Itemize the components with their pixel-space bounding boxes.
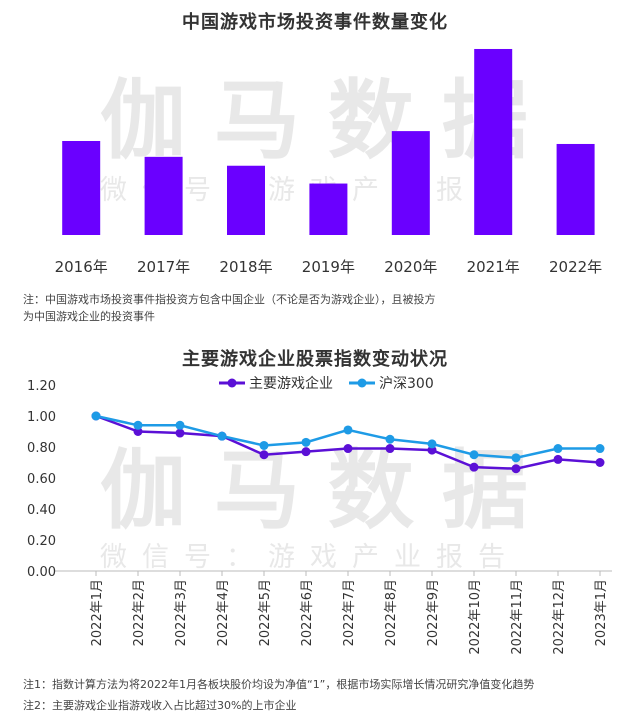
legend-label-series-2: 沪深300 xyxy=(379,376,434,392)
series-2-point-4 xyxy=(217,431,227,441)
line-chart-title: 主要游戏企业股票指数变动状况 xyxy=(182,349,448,370)
series-1-point-9 xyxy=(427,445,437,455)
x-tick-label-5: 2022年5月 xyxy=(258,579,273,646)
bar-5 xyxy=(391,131,430,235)
series-2-point-5 xyxy=(259,440,269,450)
legend-item-series-1: 主要游戏企业 xyxy=(219,373,333,393)
series-1-point-11 xyxy=(511,464,521,474)
y-tick-label-6: 0.20 xyxy=(27,534,56,549)
line-chart: 1.20 1.00 0.80 0.60 0.40 0.20 0.00 2022年1月 2022年… xyxy=(27,379,612,655)
legend-item-series-2: 沪深300 xyxy=(349,373,434,393)
series-2-point-3 xyxy=(175,420,185,430)
x-tick-label-4: 2022年4月 xyxy=(216,579,231,646)
x-tick-label-13: 2023年1月 xyxy=(594,579,609,646)
series-2-point-12 xyxy=(553,444,563,454)
bar-chart-note-line-2: 为中国游戏企业的投资事件 xyxy=(23,310,155,323)
series-1-point-3 xyxy=(175,428,185,438)
series-2-point-13 xyxy=(595,444,605,454)
series-2-point-2 xyxy=(133,420,143,430)
legend-swatch-series-2 xyxy=(349,378,375,388)
series-line-1 xyxy=(95,414,601,470)
line-chart-legend: 主要游戏企业 沪深300 xyxy=(219,373,444,393)
series-1-point-6 xyxy=(301,447,311,457)
x-tick-label-7: 2022年7月 xyxy=(342,579,357,646)
y-tick-label-1: 1.20 xyxy=(27,379,56,394)
series-2-point-8 xyxy=(385,434,395,444)
legend-label-series-1: 主要游戏企业 xyxy=(249,376,333,392)
bar-7 xyxy=(556,143,595,235)
bar-1 xyxy=(62,141,101,235)
watermark-main-2: 伽马数据 xyxy=(100,441,556,541)
series-2-point-10 xyxy=(469,450,479,460)
series-1-point-8 xyxy=(385,444,395,454)
series-1-point-7 xyxy=(343,444,353,454)
series-2-point-9 xyxy=(427,439,437,449)
line-chart-note-2: 注2：主要游戏企业指游戏收入占比超过30%的上市企业 xyxy=(23,699,297,712)
bar-x-tick-label-3: 2018年 xyxy=(219,258,272,276)
x-tick-label-12: 2022年12月 xyxy=(552,579,567,655)
x-tick-label-2: 2022年2月 xyxy=(132,579,147,646)
bar-x-tick-label-4: 2019年 xyxy=(302,258,355,276)
series-1-point-13 xyxy=(595,458,605,467)
series-1-point-12 xyxy=(553,454,563,464)
y-tick-label-3: 0.80 xyxy=(27,441,56,456)
x-tick-label-11: 2022年11月 xyxy=(510,579,525,655)
series-2-point-11 xyxy=(511,453,521,463)
series-2-point-7 xyxy=(343,425,353,435)
series-2-point-6 xyxy=(301,437,311,447)
x-tick-label-8: 2022年8月 xyxy=(384,579,399,646)
series-1-point-5 xyxy=(259,450,269,460)
bar-2 xyxy=(144,156,183,235)
line-chart-note-1: 注1：指数计算方法为将2022年1月各板块股价均设为净值“1”，根据市场实际增长… xyxy=(23,678,535,691)
series-1-point-2 xyxy=(133,427,143,436)
y-tick-label-5: 0.40 xyxy=(27,503,56,518)
bar-chart-note-line-1: 注：中国游戏市场投资事件指投资方包含中国企业（不论是否为游戏企业），且被投方 xyxy=(23,293,436,306)
bar-x-tick-label-7: 2022年 xyxy=(549,258,602,276)
watermark-sub-2: 微信号：游戏产业报告 xyxy=(100,542,520,573)
bar-x-tick-label-1: 2016年 xyxy=(55,258,108,276)
x-tick-label-6: 2022年6月 xyxy=(300,579,315,646)
bar-x-tick-label-5: 2020年 xyxy=(384,258,437,276)
legend-swatch-series-1 xyxy=(219,378,245,388)
bar-x-tick-label-6: 2021年 xyxy=(467,258,520,276)
bar-x-tick-label-2: 2017年 xyxy=(137,258,190,276)
y-tick-label-4: 0.60 xyxy=(27,472,56,487)
bar-4 xyxy=(309,183,348,235)
x-tick-label-10: 2022年10月 xyxy=(468,579,483,655)
series-2-point-1 xyxy=(91,411,101,421)
x-tick-label-1: 2022年1月 xyxy=(90,579,105,646)
y-tick-label-2: 1.00 xyxy=(27,410,56,425)
bar-6 xyxy=(474,48,513,236)
bar-chart-title: 中国游戏市场投资事件数量变化 xyxy=(182,12,448,33)
watermark-main: 伽马数据 xyxy=(100,71,556,171)
x-tick-label-3: 2022年3月 xyxy=(174,579,189,646)
bar-3 xyxy=(227,165,265,235)
series-1-point-10 xyxy=(469,462,479,472)
bar-chart: 2016年 2017年 2018年 2019年 2020年 2021年 2022年 xyxy=(55,48,602,276)
x-tick-label-9: 2022年9月 xyxy=(426,579,441,646)
y-tick-label-7: 0.00 xyxy=(27,565,56,580)
